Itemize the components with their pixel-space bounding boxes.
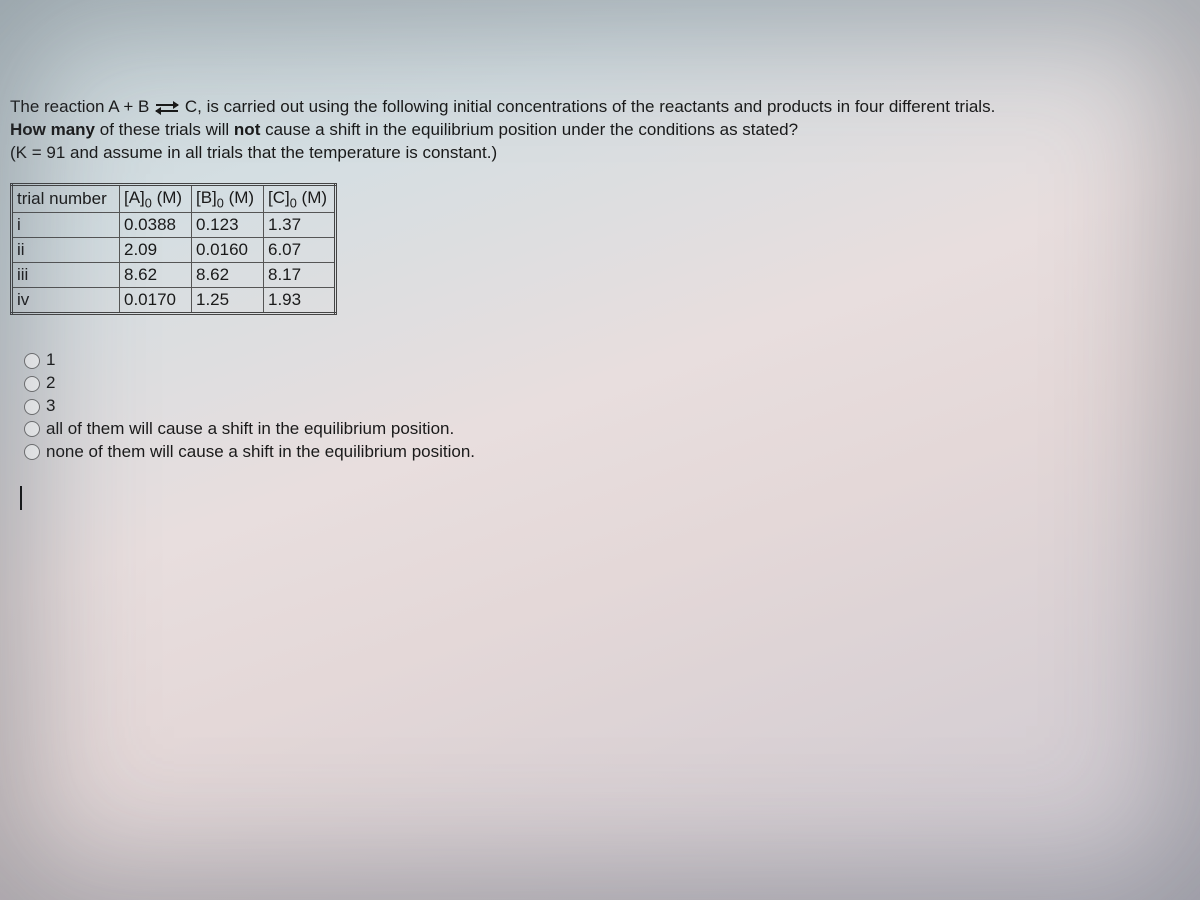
q-line1-post: C, is carried out using the following in… (180, 97, 995, 116)
answer-options: 1 2 3 all of them will cause a shift in … (24, 349, 1190, 464)
cell-b: 0.123 (192, 213, 264, 238)
th-b-pre: [B] (196, 188, 217, 207)
th-a: [A]0 (M) (120, 184, 192, 212)
q-line2-b: cause a shift in the equilibrium positio… (260, 120, 798, 139)
option-2-radio[interactable] (24, 376, 40, 392)
q-line3: (K = 91 and assume in all trials that th… (10, 142, 1190, 165)
text-cursor (20, 486, 22, 510)
option-3[interactable]: 3 (24, 395, 1190, 418)
cell-c: 1.93 (264, 288, 336, 314)
cell-b: 8.62 (192, 263, 264, 288)
th-c-post: (M) (297, 188, 327, 207)
cell-a: 0.0388 (120, 213, 192, 238)
option-5-radio[interactable] (24, 444, 40, 460)
q-line2-a: of these trials will (95, 120, 234, 139)
option-2-label: 2 (46, 372, 55, 395)
option-4[interactable]: all of them will cause a shift in the eq… (24, 418, 1190, 441)
option-1-radio[interactable] (24, 353, 40, 369)
cell-a: 2.09 (120, 238, 192, 263)
option-1-label: 1 (46, 349, 55, 372)
cell-a: 8.62 (120, 263, 192, 288)
cell-b: 1.25 (192, 288, 264, 314)
th-c-sub: 0 (290, 195, 297, 210)
th-b-post: (M) (224, 188, 254, 207)
option-2[interactable]: 2 (24, 372, 1190, 395)
trials-table: trial number [A]0 (M) [B]0 (M) [C]0 (M) … (10, 183, 337, 315)
cell-trial: iv (12, 288, 120, 314)
q-line2-bold1: How many (10, 120, 95, 139)
option-3-radio[interactable] (24, 399, 40, 415)
option-4-label: all of them will cause a shift in the eq… (46, 418, 454, 441)
cell-trial: i (12, 213, 120, 238)
th-trial: trial number (12, 184, 120, 212)
th-b: [B]0 (M) (192, 184, 264, 212)
th-a-pre: [A] (124, 188, 145, 207)
cell-b: 0.0160 (192, 238, 264, 263)
equilibrium-arrow-icon (156, 101, 178, 115)
cell-trial: ii (12, 238, 120, 263)
th-c-pre: [C] (268, 188, 290, 207)
option-3-label: 3 (46, 395, 55, 418)
option-4-radio[interactable] (24, 421, 40, 437)
q-line1-pre: The reaction A + B (10, 97, 154, 116)
table-row: ii 2.09 0.0160 6.07 (12, 238, 336, 263)
table-row: iv 0.0170 1.25 1.93 (12, 288, 336, 314)
option-5-label: none of them will cause a shift in the e… (46, 441, 475, 464)
cell-c: 6.07 (264, 238, 336, 263)
th-b-sub: 0 (217, 195, 224, 210)
table-row: i 0.0388 0.123 1.37 (12, 213, 336, 238)
th-c: [C]0 (M) (264, 184, 336, 212)
table-row: iii 8.62 8.62 8.17 (12, 263, 336, 288)
th-a-sub: 0 (145, 195, 152, 210)
q-line2-bold2: not (234, 120, 260, 139)
cell-a: 0.0170 (120, 288, 192, 314)
table-header-row: trial number [A]0 (M) [B]0 (M) [C]0 (M) (12, 184, 336, 212)
th-a-post: (M) (152, 188, 182, 207)
question-text: The reaction A + B C, is carried out usi… (10, 96, 1190, 165)
option-1[interactable]: 1 (24, 349, 1190, 372)
cell-c: 8.17 (264, 263, 336, 288)
cell-c: 1.37 (264, 213, 336, 238)
option-5[interactable]: none of them will cause a shift in the e… (24, 441, 1190, 464)
cell-trial: iii (12, 263, 120, 288)
